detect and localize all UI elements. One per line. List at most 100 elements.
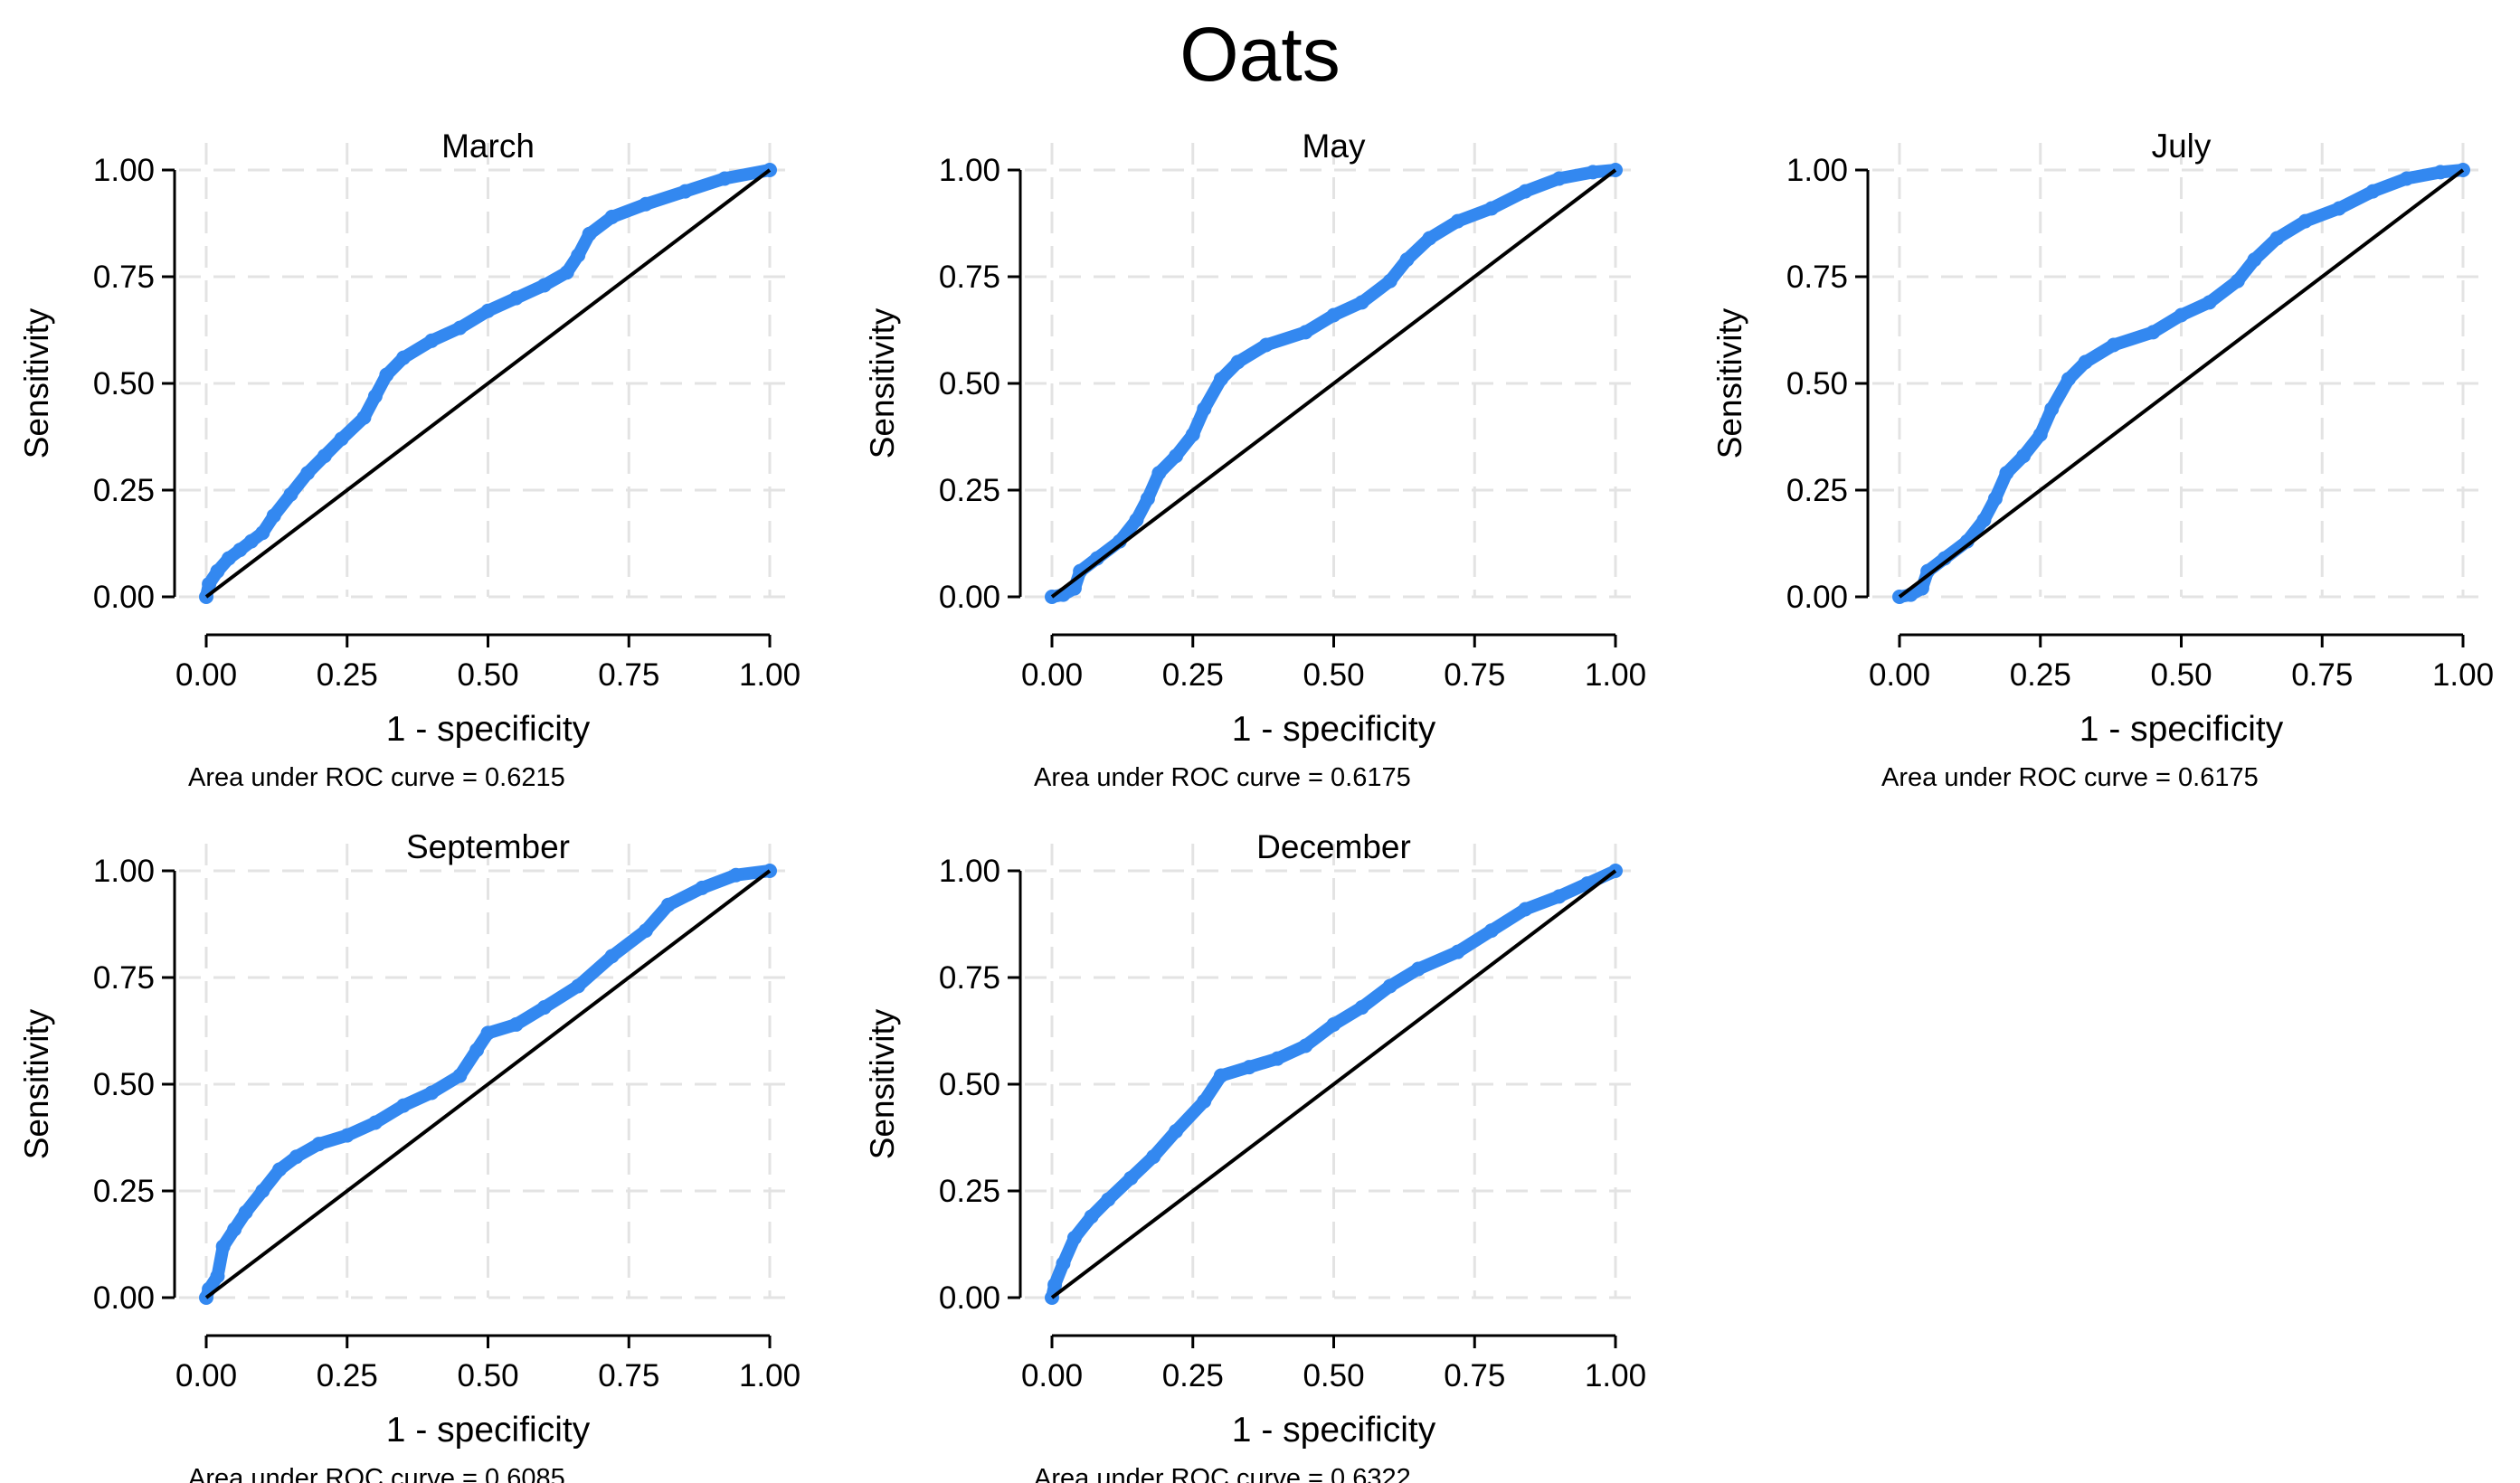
roc-point [317, 449, 332, 464]
y-tick-label: 0.00 [93, 580, 155, 615]
x-tick-label: 1.00 [2432, 657, 2494, 693]
roc-point [1326, 1016, 1341, 1032]
roc-point [2247, 252, 2262, 268]
y-tick-label: 0.50 [939, 1067, 1000, 1102]
roc-point [1129, 513, 1144, 528]
roc-point [1518, 902, 1533, 917]
roc-point [2365, 184, 2381, 199]
y-tick-label: 0.75 [1786, 260, 1848, 295]
roc-point [717, 171, 733, 186]
roc-point [452, 320, 468, 335]
roc-point [424, 333, 440, 348]
roc-point [1483, 923, 1499, 939]
roc-point [271, 1162, 287, 1177]
roc-point [2044, 401, 2060, 417]
roc-point [1410, 961, 1426, 977]
y-tick-label: 1.00 [939, 854, 1000, 889]
roc-panel: 0.00 0.25 0.50 0.75 1.00 0.00 0.25 0.50 0.75 1.00… [864, 128, 1646, 792]
y-tick-label: 0.50 [939, 366, 1000, 401]
roc-point [202, 576, 217, 591]
roc-point [311, 1137, 327, 1152]
roc-point [266, 508, 281, 524]
roc-point [255, 525, 270, 541]
roc-point [677, 184, 693, 199]
roc-point [210, 563, 225, 579]
roc-point [1326, 307, 1341, 323]
roc-point [1230, 354, 1246, 370]
roc-point [1242, 1060, 1257, 1075]
y-tick-label: 1.00 [1786, 153, 1848, 188]
x-tick-label: 0.25 [317, 1358, 378, 1393]
roc-point [379, 367, 394, 383]
roc-point [283, 486, 298, 502]
auc-note: Area under ROC curve = 0.6215 [188, 763, 565, 792]
x-axis-label: 1 - specificity [386, 1411, 591, 1450]
roc-point [1354, 1000, 1369, 1015]
x-tick-label: 0.75 [598, 1358, 659, 1393]
roc-point [604, 209, 620, 224]
roc-point [1298, 325, 1313, 340]
roc-point [480, 1025, 496, 1041]
roc-point [1483, 201, 1499, 216]
y-tick-label: 1.00 [93, 854, 155, 889]
x-tick-label: 1.00 [1585, 1358, 1646, 1393]
roc-point [2269, 231, 2285, 246]
y-tick-label: 0.00 [939, 1280, 1000, 1316]
roc-point [1354, 295, 1369, 310]
roc-point [1450, 944, 1465, 959]
roc-point [1066, 1230, 1082, 1245]
roc-point [1399, 252, 1415, 268]
roc-point [480, 303, 496, 318]
y-tick-label: 1.00 [93, 153, 155, 188]
roc-point [1123, 1170, 1139, 1185]
roc-point [1084, 1209, 1099, 1224]
roc-point [1197, 401, 1212, 417]
roc-point [728, 867, 744, 883]
roc-point [2016, 449, 2032, 464]
y-tick-label: 0.50 [1786, 366, 1848, 401]
y-axis-label: Sensitivity [1711, 307, 1748, 458]
roc-point [1101, 1192, 1116, 1207]
roc-point [1450, 213, 1465, 229]
roc-point [1146, 1149, 1161, 1165]
roc-point [1999, 466, 2014, 481]
roc-point [2174, 307, 2189, 323]
roc-panel: 0.00 0.25 0.50 0.75 1.00 0.00 0.25 0.50 0.75 1.00… [1711, 128, 2494, 792]
reference-line [204, 168, 772, 599]
x-tick-label: 0.25 [2010, 657, 2071, 693]
panel-title: December [1256, 828, 1411, 865]
x-axis-label: 1 - specificity [386, 710, 591, 749]
y-tick-label: 0.75 [93, 960, 155, 996]
reference-line [1898, 168, 2465, 599]
roc-point [424, 1085, 440, 1100]
roc-point [221, 551, 236, 566]
y-tick-label: 0.25 [939, 473, 1000, 508]
y-tick-label: 0.50 [93, 366, 155, 401]
roc-point [1382, 273, 1397, 288]
roc-point [571, 978, 586, 994]
roc-point [695, 880, 710, 895]
reference-line [204, 869, 772, 1299]
x-tick-label: 0.25 [1162, 1358, 1224, 1393]
roc-point [2032, 427, 2048, 442]
roc-point [1987, 491, 2003, 506]
y-tick-label: 0.75 [93, 260, 155, 295]
x-axis-label: 1 - specificity [1232, 1411, 1436, 1450]
y-axis-label: Sensitivity [864, 307, 901, 458]
roc-point [469, 1043, 485, 1058]
roc-point [571, 248, 586, 263]
roc-point [508, 1016, 524, 1032]
x-tick-label: 0.50 [2150, 657, 2212, 693]
roc-point [1140, 491, 1155, 506]
roc-point [638, 196, 653, 212]
roc-point [1518, 184, 1533, 199]
roc-point [1185, 427, 1200, 442]
y-tick-label: 0.00 [939, 580, 1000, 615]
x-tick-label: 0.75 [598, 657, 659, 693]
y-tick-label: 0.00 [1786, 580, 1848, 615]
roc-point [356, 410, 372, 425]
roc-point [1047, 1277, 1063, 1292]
y-tick-label: 0.50 [93, 1067, 155, 1102]
roc-point [2230, 273, 2245, 288]
y-axis-label: Sensitivity [18, 307, 55, 458]
